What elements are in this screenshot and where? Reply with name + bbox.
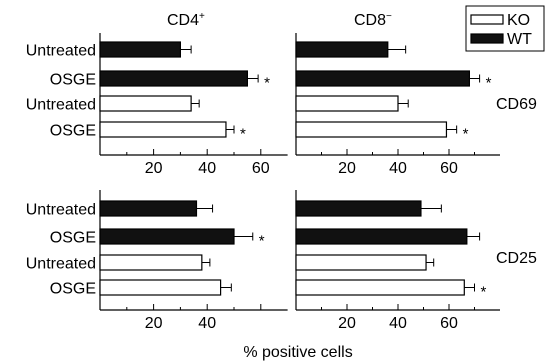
x-tick-label: 40	[198, 160, 216, 177]
bar	[99, 200, 198, 217]
category-label: OSGE	[50, 72, 96, 89]
bar	[295, 121, 448, 138]
category-label: Untreated	[26, 97, 96, 114]
x-tick-label: 40	[389, 315, 407, 332]
significance-asterisk: *	[463, 126, 469, 143]
category-label: Untreated	[26, 202, 96, 219]
row-label-cd25: CD25	[496, 250, 537, 267]
legend-label-wt: WT	[507, 31, 532, 48]
bar	[295, 254, 427, 271]
x-tick-label: 40	[198, 315, 216, 332]
bar	[99, 95, 192, 112]
significance-asterisk: *	[481, 284, 487, 301]
column-title-cd4: CD4+	[167, 11, 205, 29]
bar	[99, 254, 203, 271]
category-label: Untreated	[26, 43, 96, 60]
category-label: OSGE	[50, 123, 96, 140]
x-tick-label: 40	[389, 160, 407, 177]
x-tick-label: 60	[440, 160, 458, 177]
x-tick-label: 60	[252, 160, 270, 177]
bar	[99, 279, 222, 296]
bar	[99, 41, 182, 58]
x-axis-label: % positive cells	[243, 344, 352, 361]
significance-asterisk: *	[264, 75, 270, 92]
category-label: OSGE	[50, 230, 96, 247]
x-tick-label: 20	[145, 315, 163, 332]
bar	[99, 70, 248, 87]
legend-swatch-ko	[470, 14, 504, 25]
significance-asterisk: *	[240, 126, 246, 143]
bar	[295, 279, 465, 296]
legend-swatch-wt	[470, 33, 504, 44]
column-title-cd8: CD8−	[354, 11, 392, 29]
bar	[99, 121, 227, 138]
legend-box	[465, 5, 545, 52]
x-tick-label: 60	[440, 315, 458, 332]
bar	[99, 228, 235, 245]
category-label: OSGE	[50, 281, 96, 298]
bar	[295, 228, 468, 245]
legend: KO WT	[465, 5, 545, 52]
significance-asterisk: *	[486, 75, 492, 92]
category-label: Untreated	[26, 256, 96, 273]
x-tick-label: 20	[338, 315, 356, 332]
chart-layer: 20 40 60 Untreated * OSGE Untreated * OSGE 20 40 60…	[26, 33, 500, 332]
significance-asterisk: *	[259, 233, 265, 250]
bar	[295, 95, 399, 112]
x-tick-label: 20	[145, 160, 163, 177]
bar	[295, 41, 389, 58]
bar	[295, 200, 422, 217]
x-tick-label: 20	[338, 160, 356, 177]
legend-label-ko: KO	[507, 12, 530, 29]
row-label-cd69: CD69	[496, 96, 537, 113]
bar	[295, 70, 470, 87]
